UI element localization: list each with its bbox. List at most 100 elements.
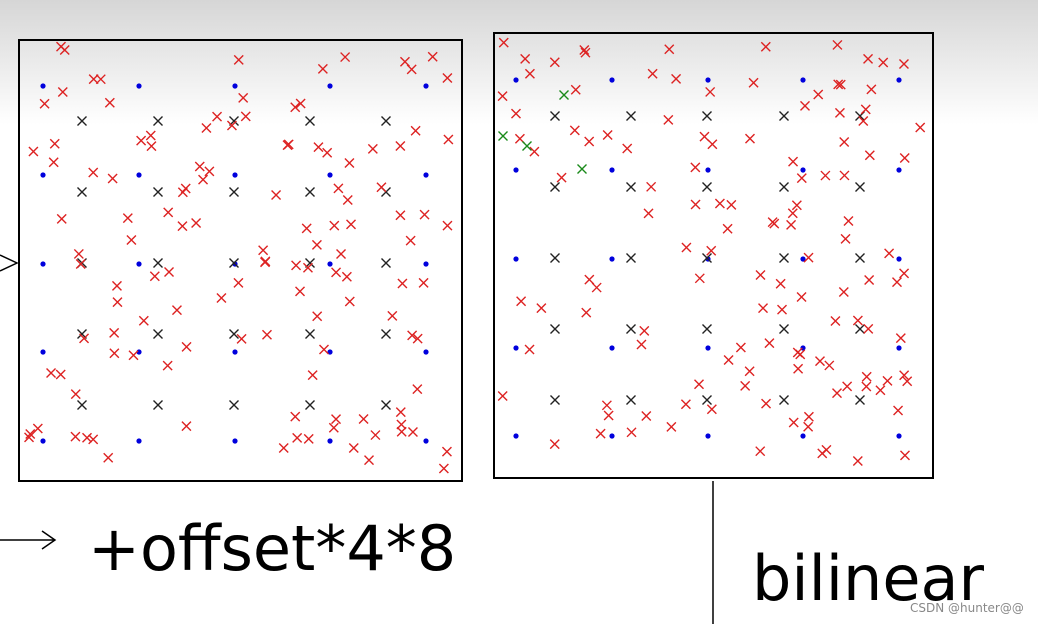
cross-marker: [233, 277, 244, 288]
cross-marker: [863, 323, 874, 334]
cross-marker: [838, 287, 849, 298]
dot-marker: [609, 433, 615, 439]
cross-marker: [46, 368, 57, 378]
cross-marker: [171, 305, 182, 316]
dot-marker: [136, 438, 142, 444]
cross-marker: [699, 131, 710, 142]
cross-marker: [412, 333, 423, 344]
cross-marker: [322, 147, 333, 158]
cross-marker: [550, 111, 560, 121]
cross-marker: [529, 146, 540, 157]
cross-marker: [820, 170, 831, 181]
cross-marker: [878, 57, 889, 68]
dot-marker: [40, 261, 46, 267]
cross-marker: [317, 63, 328, 74]
cross-marker: [88, 434, 99, 445]
cross-marker: [153, 116, 163, 126]
cross-marker: [839, 170, 850, 181]
arrow: [0, 530, 57, 550]
cross-marker: [181, 341, 192, 352]
cross-marker: [601, 400, 612, 411]
cross-marker: [367, 143, 378, 154]
cross-marker: [702, 182, 712, 192]
cross-marker: [520, 53, 531, 64]
cross-marker: [832, 39, 843, 50]
dot-marker: [423, 349, 429, 355]
cross-marker: [107, 173, 118, 184]
cross-marker: [348, 442, 359, 453]
dot-marker: [40, 349, 46, 355]
cross-marker: [412, 384, 423, 395]
cross-marker: [109, 327, 120, 338]
cross-marker: [891, 277, 902, 288]
cross-marker: [438, 463, 449, 474]
cross-marker: [788, 156, 799, 167]
caption: bilinear: [752, 542, 984, 615]
dot-marker: [705, 345, 711, 351]
cross-marker: [307, 370, 318, 381]
cross-marker: [271, 190, 282, 200]
cross-marker: [702, 111, 712, 121]
cross-marker: [779, 111, 789, 121]
dot-marker: [136, 172, 142, 178]
cross-marker: [702, 324, 712, 334]
cross-marker: [666, 421, 677, 432]
cross-marker: [516, 296, 527, 307]
cross-marker: [858, 116, 869, 127]
cross-marker: [136, 135, 147, 146]
cross-marker: [387, 310, 398, 321]
cross-marker: [579, 44, 590, 55]
cross-marker: [584, 136, 595, 147]
cross-marker: [331, 414, 342, 425]
cross-marker: [861, 381, 872, 392]
dot-marker: [327, 261, 333, 267]
cross-marker: [112, 297, 123, 308]
cross-marker: [128, 350, 139, 361]
cross-marker: [427, 51, 438, 62]
cross-marker: [758, 303, 769, 314]
cross-marker: [591, 282, 602, 293]
right-frame: [493, 32, 934, 479]
cross-marker: [443, 134, 454, 145]
cross-marker: [796, 292, 807, 303]
cross-marker: [864, 150, 875, 161]
cross-marker: [834, 107, 845, 118]
cross-marker: [333, 183, 344, 194]
cross-marker: [893, 405, 904, 416]
cross-marker: [855, 395, 865, 405]
cross-marker: [791, 200, 802, 211]
cross-marker: [77, 400, 87, 410]
cross-marker: [331, 267, 342, 278]
cross-marker: [864, 275, 875, 285]
cross-marker: [103, 452, 114, 463]
cross-marker: [346, 219, 357, 230]
dot-marker: [423, 172, 429, 178]
cross-marker: [707, 139, 718, 150]
cross-marker: [833, 79, 844, 90]
cross-marker: [381, 258, 391, 268]
dot-marker: [40, 438, 46, 444]
cross-marker: [24, 432, 35, 443]
cross-marker: [830, 316, 841, 327]
dot-marker: [705, 167, 711, 173]
cross-marker: [57, 87, 68, 97]
dot-marker: [800, 433, 806, 439]
cross-marker: [786, 219, 797, 230]
cross-marker: [536, 303, 547, 314]
cross-marker: [899, 450, 910, 461]
cross-marker: [863, 53, 874, 64]
cross-marker: [622, 143, 633, 154]
cross-marker: [336, 248, 347, 259]
cross-marker: [764, 338, 775, 349]
cross-marker: [49, 138, 60, 149]
cross-marker: [344, 296, 355, 307]
cross-marker: [201, 123, 212, 133]
cross-marker: [839, 137, 850, 148]
cross-marker: [48, 157, 59, 168]
cross-marker: [153, 187, 163, 197]
cross-marker: [340, 52, 351, 63]
cross-marker: [800, 100, 810, 111]
cross-marker: [122, 213, 133, 224]
cross-marker: [915, 122, 926, 133]
cross-marker: [602, 130, 613, 141]
